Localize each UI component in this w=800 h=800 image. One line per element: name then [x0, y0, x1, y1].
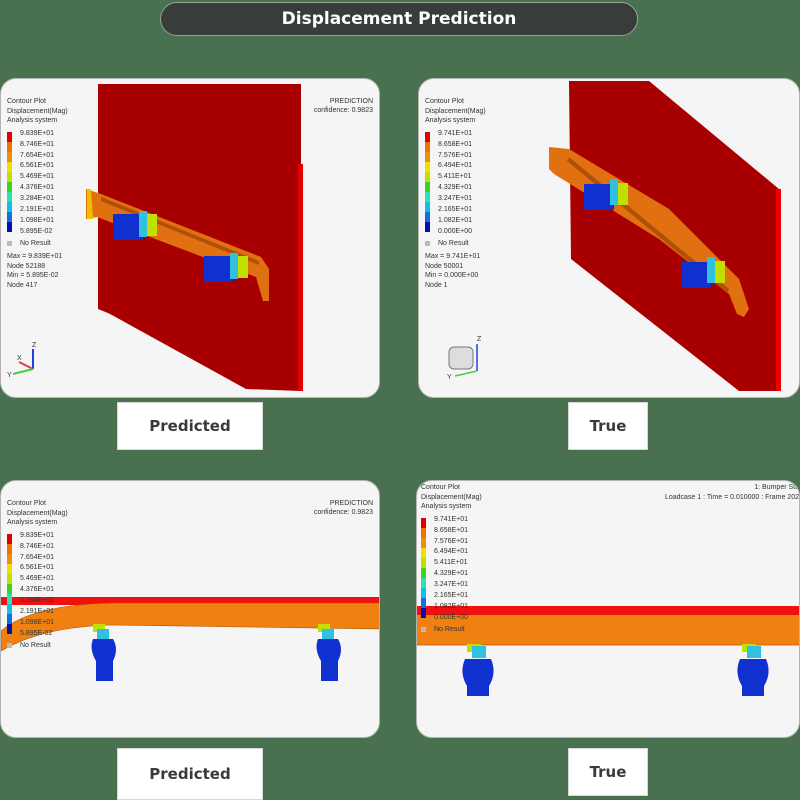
no-result-swatch: [421, 626, 426, 632]
svg-text:Z: Z: [477, 336, 482, 343]
caption-true-bottom: True: [568, 748, 648, 796]
legend-system: Analysis system: [7, 519, 58, 527]
loadcase-note: 1: Bumper Sta Loadcase 1 : Time = 0.0100…: [664, 484, 799, 501]
prediction-note: PREDICTION confidence: 0.9823: [313, 98, 373, 114]
prediction-note: PREDICTION confidence: 0.9823: [313, 500, 373, 516]
color-scale-bar: [7, 131, 12, 238]
color-scale-bar: [421, 517, 426, 624]
bumper-model-render-predicted-iso: Z X Y: [7, 84, 303, 391]
contour-legend: Contour Plot Displacement(Mag) Analysis …: [7, 500, 68, 649]
bumper-model-render-true-iso: Z Y: [447, 81, 781, 391]
legend-title: Contour Plot: [7, 98, 46, 105]
legend-subtitle: Displacement(Mag): [425, 107, 486, 115]
viewport-predicted-iso[interactable]: Z X Y Contour Plot Displacement(Mag) Ana…: [0, 78, 380, 398]
legend-stats: Max = 9.839E+01 Node 52188 Min = 5.895E-…: [7, 253, 63, 290]
y-axis-icon: [12, 368, 34, 375]
bumper-model-render-predicted-top: [1, 597, 379, 681]
legend-system: Analysis system: [425, 117, 476, 125]
viewport-true-iso[interactable]: Z Y Contour Plot Displacement(Mag) Analy…: [418, 78, 800, 398]
legend-title: Contour Plot: [421, 484, 460, 491]
legend-title: Contour Plot: [7, 500, 46, 507]
viewport-predicted-top[interactable]: Contour Plot Displacement(Mag) Analysis …: [0, 480, 380, 738]
legend-stats: Max = 9.741E+01 Node 50001 Min = 0.000E+…: [425, 253, 481, 290]
contour-legend: Contour Plot Displacement(Mag) Analysis …: [7, 98, 68, 290]
svg-text:Y: Y: [447, 374, 452, 381]
color-scale-bar: [7, 533, 12, 640]
view-cube-icon: [448, 346, 474, 370]
viewport-true-top[interactable]: Contour Plot Displacement(Mag) Analysis …: [416, 480, 800, 738]
caption-predicted-bottom: Predicted: [117, 748, 263, 800]
caption-predicted-top: Predicted: [117, 402, 263, 450]
no-result-swatch: [7, 240, 12, 246]
legend-values: 9.741E+01 8.658E+01 7.576E+01 6.494E+01 5.41…: [434, 515, 469, 621]
legend-values: 9.741E+01 8.658E+01 7.576E+01 6.494E+01 5.41…: [438, 129, 473, 235]
color-scale-bar: [425, 131, 430, 238]
legend-values: 9.839E+01 8.746E+01 7.654E+01 6.561E+01 5.46…: [20, 531, 55, 637]
legend-title: Contour Plot: [425, 98, 464, 105]
contour-legend: Contour Plot Displacement(Mag) Analysis …: [425, 98, 486, 290]
legend-system: Analysis system: [7, 117, 58, 125]
svg-text:Z: Z: [32, 342, 37, 349]
caption-true-top: True: [568, 402, 648, 450]
x-axis-icon: [18, 361, 34, 370]
legend-subtitle: Displacement(Mag): [7, 107, 68, 115]
page-title: Displacement Prediction: [160, 2, 638, 36]
no-result-swatch: [425, 240, 430, 246]
contour-legend: Contour Plot Displacement(Mag) Analysis …: [421, 484, 482, 633]
legend-values: 9.839E+01 8.746E+01 7.654E+01 6.561E+01 5.46…: [20, 129, 55, 235]
y-axis-icon: [454, 370, 478, 377]
legend-system: Analysis system: [421, 503, 472, 511]
legend-subtitle: Displacement(Mag): [421, 493, 482, 501]
no-result-swatch: [7, 642, 12, 648]
svg-text:Y: Y: [7, 372, 12, 379]
bumper-model-render-true-top: [417, 606, 799, 696]
svg-text:X: X: [17, 355, 22, 362]
legend-subtitle: Displacement(Mag): [7, 509, 68, 517]
